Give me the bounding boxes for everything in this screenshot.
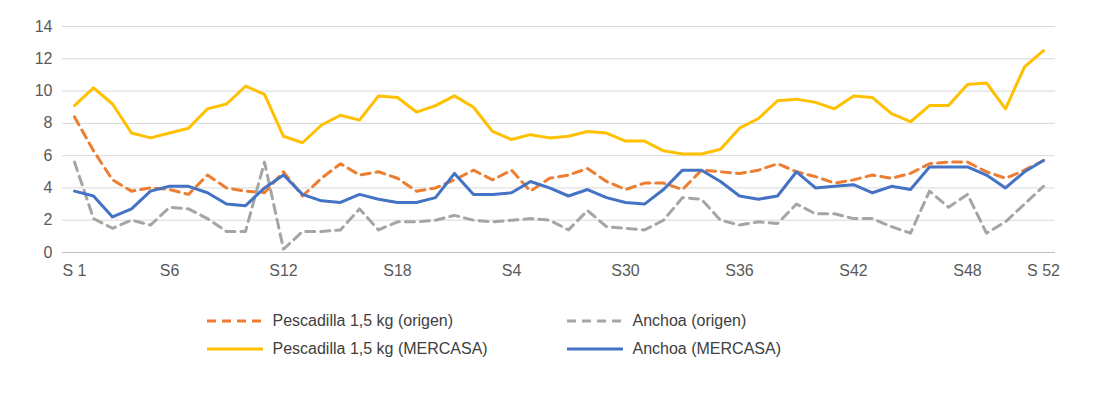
svg-text:S18: S18 bbox=[383, 262, 412, 279]
svg-text:14: 14 bbox=[35, 18, 53, 35]
svg-text:S48: S48 bbox=[953, 262, 982, 279]
html-text:Anchoa (origen): Anchoa (origen) bbox=[632, 312, 747, 329]
svg-text:2: 2 bbox=[44, 211, 53, 228]
svg-text:S6: S6 bbox=[160, 262, 180, 279]
html-text:Pescadilla 1,5 kg (origen): Pescadilla 1,5 kg (origen) bbox=[272, 312, 453, 329]
svg-text:S36: S36 bbox=[725, 262, 754, 279]
svg-text:S4: S4 bbox=[502, 262, 522, 279]
svg-text:S 1: S 1 bbox=[62, 262, 86, 279]
svg-text:10: 10 bbox=[35, 82, 53, 99]
svg-text:4: 4 bbox=[44, 179, 53, 196]
svg-text:S12: S12 bbox=[269, 262, 298, 279]
svg-text:S 52: S 52 bbox=[1027, 262, 1060, 279]
html-text:Pescadilla 1,5 kg (MERCASA): Pescadilla 1,5 kg (MERCASA) bbox=[272, 340, 488, 357]
svg-text:8: 8 bbox=[44, 114, 53, 131]
svg-text:0: 0 bbox=[44, 244, 53, 261]
svg-text:6: 6 bbox=[44, 147, 53, 164]
svg-text:S42: S42 bbox=[839, 262, 868, 279]
html-text:Anchoa (MERCASA): Anchoa (MERCASA) bbox=[632, 340, 781, 357]
svg-text:12: 12 bbox=[35, 50, 53, 67]
svg-text:S30: S30 bbox=[611, 262, 640, 279]
